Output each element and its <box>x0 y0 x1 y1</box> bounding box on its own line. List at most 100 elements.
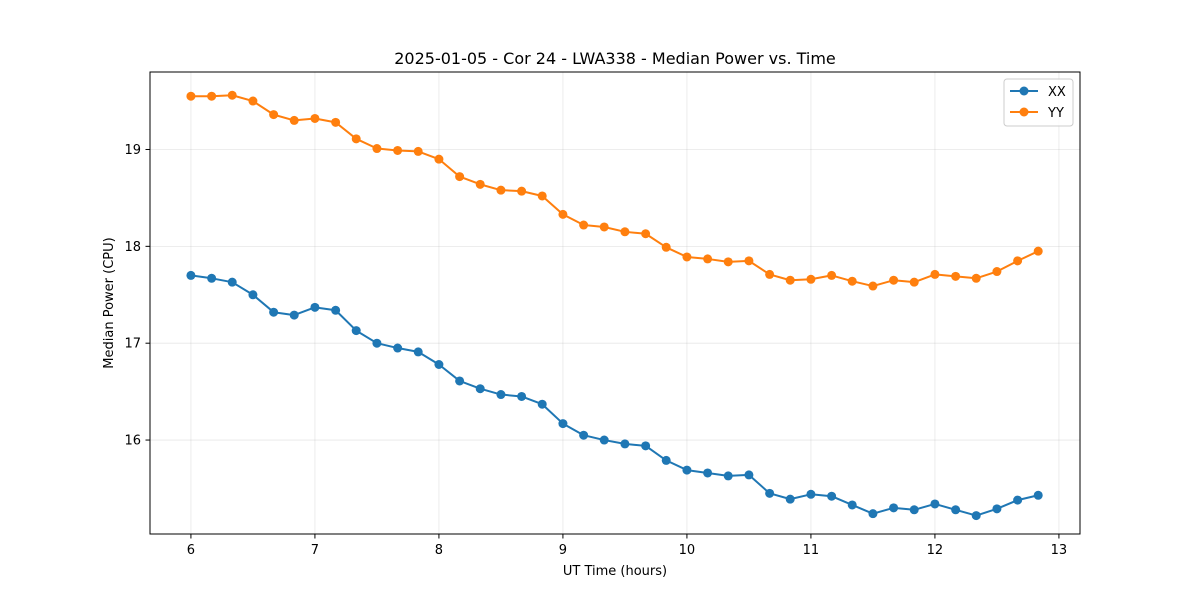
series-xx <box>186 270 1043 521</box>
data-point-yy <box>620 227 630 237</box>
data-point-xx <box>806 489 816 499</box>
data-point-xx <box>289 310 299 320</box>
data-point-yy <box>475 179 485 189</box>
x-tick-label: 12 <box>927 543 944 558</box>
data-point-xx <box>351 326 361 336</box>
data-point-yy <box>207 91 217 101</box>
y-tick-label: 16 <box>124 434 141 449</box>
y-tick-label: 18 <box>124 240 141 255</box>
data-point-yy <box>703 254 713 264</box>
y-tick-label: 19 <box>124 143 141 158</box>
data-point-yy <box>785 275 795 285</box>
data-point-yy <box>579 220 589 230</box>
data-point-yy <box>455 172 465 182</box>
data-point-yy <box>723 257 733 267</box>
data-point-yy <box>930 269 940 279</box>
series-line-yy <box>190 94 1039 288</box>
data-point-yy <box>269 110 279 120</box>
data-point-yy <box>744 256 754 266</box>
data-point-xx <box>475 384 485 394</box>
data-point-xx <box>331 305 341 315</box>
data-point-yy <box>641 229 651 239</box>
data-point-yy <box>186 91 196 101</box>
data-point-xx <box>455 376 465 386</box>
grid <box>150 72 1080 534</box>
x-axis-label: UT Time (hours) <box>563 564 667 579</box>
data-point-yy <box>992 267 1002 277</box>
series-yy <box>186 90 1043 291</box>
y-tick-label: 17 <box>124 337 141 352</box>
data-point-yy <box>909 277 919 287</box>
data-point-xx <box>868 509 878 519</box>
data-point-xx <box>827 491 837 501</box>
data-point-xx <box>310 302 320 312</box>
data-point-xx <box>1013 495 1023 505</box>
data-point-yy <box>682 252 692 262</box>
data-point-xx <box>372 338 382 348</box>
legend: XX YY <box>1003 78 1074 127</box>
data-point-yy <box>765 269 775 279</box>
data-point-yy <box>310 113 320 123</box>
data-point-yy <box>227 90 237 100</box>
legend-marker-xx <box>1019 86 1029 96</box>
data-point-yy <box>1033 246 1043 256</box>
data-point-yy <box>827 270 837 280</box>
data-point-yy <box>248 96 258 106</box>
chart-title: 2025-01-05 - Cor 24 - LWA338 - Median Po… <box>394 49 836 68</box>
plot-frame <box>149 71 1081 535</box>
x-tick-label: 13 <box>1051 543 1068 558</box>
data-point-xx <box>971 511 981 521</box>
data-point-yy <box>434 154 444 164</box>
legend-marker-yy <box>1019 107 1029 117</box>
data-point-yy <box>393 145 403 155</box>
data-point-xx <box>992 504 1002 514</box>
data-point-xx <box>434 360 444 370</box>
x-tick-label: 8 <box>435 543 443 558</box>
data-point-xx <box>889 503 899 513</box>
data-point-xx <box>227 277 237 287</box>
data-point-xx <box>537 399 547 409</box>
x-tick-label: 7 <box>311 543 319 558</box>
data-point-yy <box>806 274 816 284</box>
data-point-xx <box>186 270 196 280</box>
data-point-xx <box>579 430 589 440</box>
data-point-xx <box>517 391 527 401</box>
data-point-xx <box>269 307 279 317</box>
data-point-xx <box>393 343 403 353</box>
data-point-xx <box>703 468 713 478</box>
data-point-xx <box>641 441 651 451</box>
data-point-xx <box>847 500 857 510</box>
data-point-yy <box>889 275 899 285</box>
data-point-xx <box>765 488 775 498</box>
x-tick-label: 9 <box>559 543 567 558</box>
data-point-yy <box>661 242 671 252</box>
data-point-yy <box>558 209 568 219</box>
data-point-xx <box>1033 490 1043 500</box>
x-tick-label: 6 <box>187 543 195 558</box>
data-point-xx <box>951 505 961 515</box>
data-point-yy <box>847 276 857 286</box>
data-point-yy <box>971 273 981 283</box>
legend-label-xx: XX <box>1048 85 1066 100</box>
x-tick-label: 10 <box>679 543 696 558</box>
data-point-yy <box>951 271 961 281</box>
data-point-xx <box>599 435 609 445</box>
legend-label-yy: YY <box>1047 106 1064 121</box>
data-point-xx <box>248 290 258 300</box>
data-point-yy <box>537 191 547 201</box>
data-point-xx <box>909 505 919 515</box>
x-tick-label: 11 <box>803 543 820 558</box>
data-point-xx <box>785 494 795 504</box>
data-point-xx <box>723 471 733 481</box>
data-point-yy <box>517 186 527 196</box>
y-axis-label: Median Power (CPU) <box>102 237 117 368</box>
series-line-xx <box>190 274 1039 517</box>
data-point-xx <box>620 439 630 449</box>
data-point-xx <box>744 470 754 480</box>
data-point-yy <box>599 222 609 232</box>
data-point-yy <box>413 146 423 156</box>
data-point-xx <box>682 465 692 475</box>
data-point-xx <box>413 347 423 357</box>
